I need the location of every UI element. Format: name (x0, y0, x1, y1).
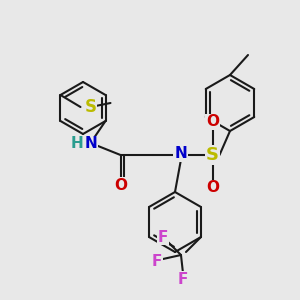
Text: H: H (70, 136, 83, 152)
Text: S: S (85, 98, 97, 116)
Text: F: F (152, 254, 162, 268)
Text: S: S (206, 146, 219, 164)
Text: O: O (206, 181, 219, 196)
Text: F: F (178, 272, 188, 286)
Text: O: O (114, 178, 127, 193)
Text: N: N (84, 136, 97, 152)
Text: F: F (158, 230, 168, 244)
Text: O: O (206, 115, 219, 130)
Text: N: N (174, 146, 187, 161)
